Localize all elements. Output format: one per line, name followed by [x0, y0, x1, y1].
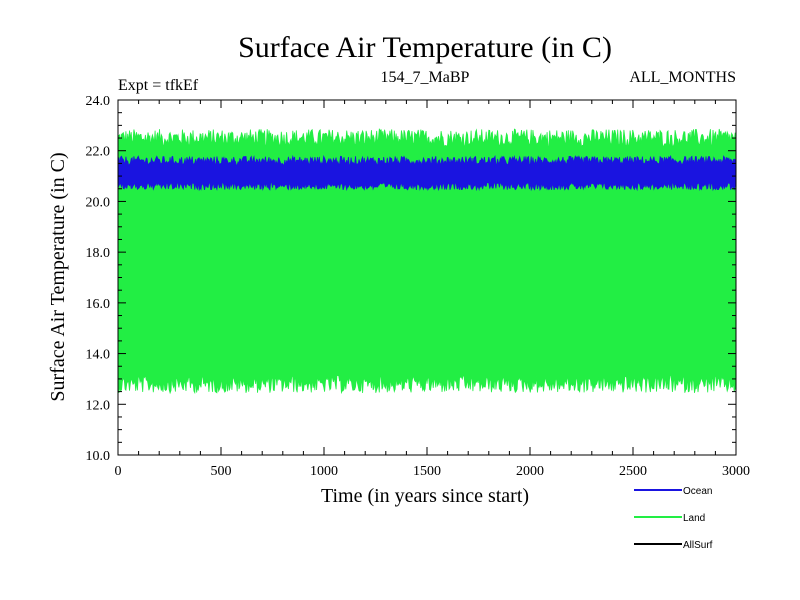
x-tick-label: 2000 [516, 464, 544, 479]
tick-layer: 0 500 1000 1500 2000 2500 3000 10.0 12.0 14.0 16.0… [86, 94, 751, 479]
legend-label-ocean: Ocean [683, 486, 712, 497]
months-label: ALL_MONTHS [629, 69, 736, 86]
experiment-label: Expt = tfkEf [118, 77, 199, 94]
y-tick-label: 14.0 [86, 348, 111, 363]
period-label: 154_7_MaBP [381, 69, 470, 86]
x-tick-label: 1500 [413, 464, 441, 479]
x-tick-label: 500 [211, 464, 232, 479]
x-tick-label: 1000 [310, 464, 338, 479]
x-tick-label: 2500 [619, 464, 647, 479]
y-tick-label: 12.0 [86, 398, 111, 413]
legend-label-land: Land [683, 513, 705, 524]
x-tick-label: 3000 [722, 464, 750, 479]
x-tick-label: 0 [115, 464, 122, 479]
plot-area: 0 500 1000 1500 2000 2500 3000 10.0 12.0 14.0 16.0… [86, 94, 751, 479]
chart-title: Surface Air Temperature (in C) [238, 31, 612, 64]
y-axis-label: Surface Air Temperature (in C) [47, 152, 69, 401]
series-layer [117, 128, 737, 395]
y-tick-label: 18.0 [86, 246, 111, 261]
y-tick-label: 16.0 [86, 297, 111, 312]
y-tick-label: 20.0 [86, 195, 111, 210]
x-axis-label: Time (in years since start) [321, 485, 529, 507]
legend-label-allsurf: AllSurf [683, 540, 713, 551]
y-tick-label: 22.0 [86, 145, 111, 160]
y-tick-label: 10.0 [86, 449, 111, 464]
legend: Ocean Land AllSurf [634, 486, 713, 551]
y-tick-label: 24.0 [86, 94, 111, 109]
